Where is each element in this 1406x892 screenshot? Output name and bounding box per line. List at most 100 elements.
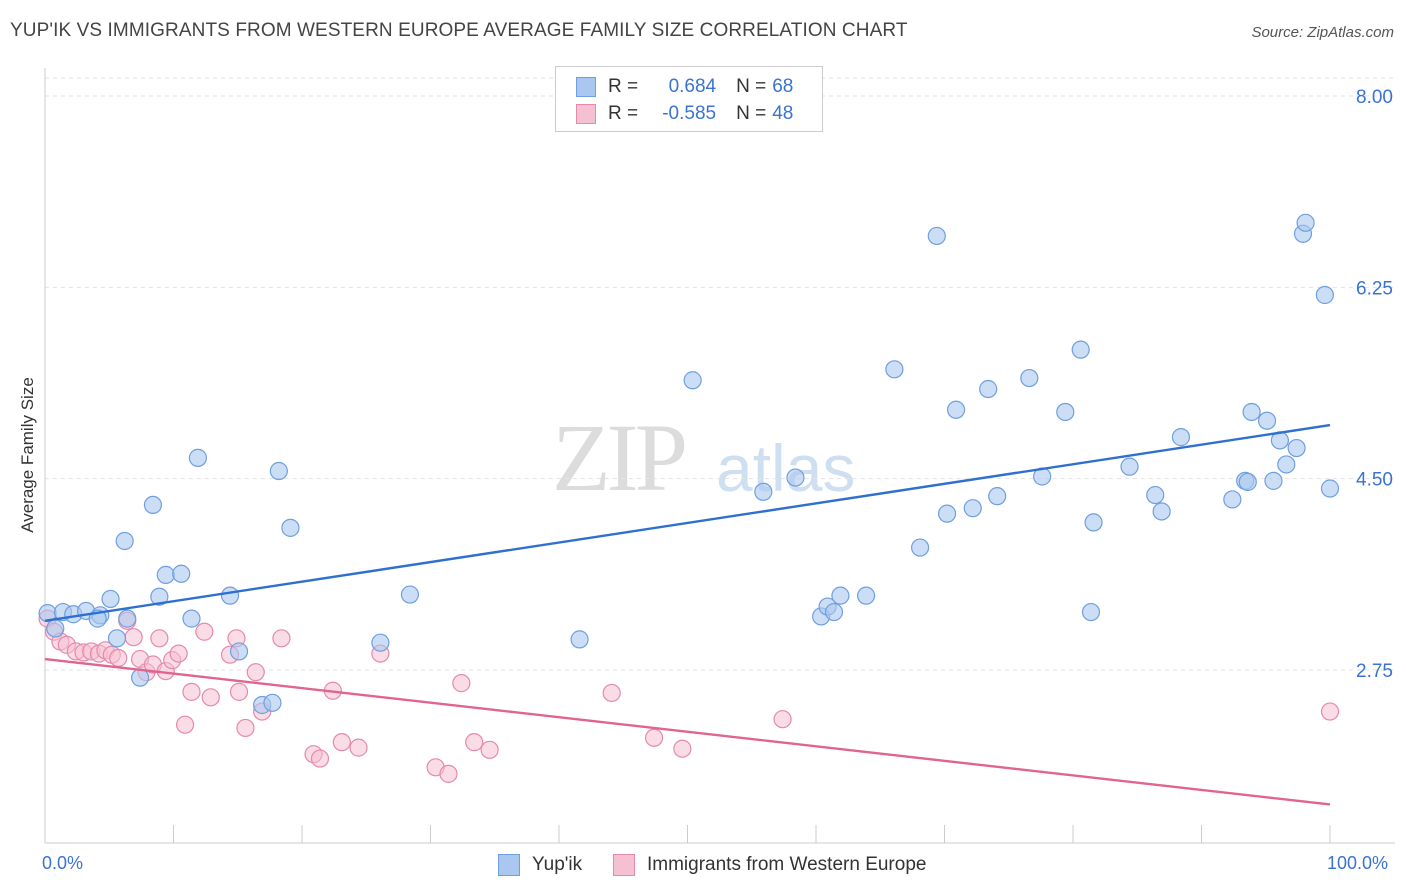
- series-name-yupik: Yup'ik: [532, 854, 583, 875]
- data-point-western-europe: [236, 718, 255, 738]
- y-tick-label: 8.00: [1356, 87, 1393, 108]
- data-point-yupik: [1084, 513, 1103, 532]
- data-point-western-europe: [452, 674, 471, 693]
- data-point-western-europe: [332, 733, 351, 752]
- data-point-yupik: [1315, 285, 1334, 305]
- data-point-yupik: [143, 495, 163, 515]
- legend-r-value: -0.585: [662, 103, 717, 124]
- correlation-legend: R = 0.684 N = 68 R = -0.585 N = 48: [555, 66, 823, 132]
- data-point-western-europe: [150, 629, 169, 648]
- data-point-yupik: [824, 602, 844, 622]
- data-point-yupik: [831, 586, 850, 605]
- data-point-western-europe: [246, 663, 265, 682]
- data-point-western-europe: [602, 683, 621, 703]
- legend-n-label: N =: [736, 103, 767, 124]
- data-point-yupik: [263, 693, 282, 712]
- data-point-yupik: [1296, 213, 1315, 232]
- data-point-yupik: [1071, 340, 1090, 359]
- data-point-yupik: [1152, 502, 1171, 521]
- data-point-yupik: [118, 609, 137, 628]
- data-point-western-europe: [439, 764, 458, 783]
- data-point-yupik: [46, 619, 65, 638]
- data-point-yupik: [963, 499, 982, 518]
- data-point-yupik: [979, 379, 998, 399]
- data-point-yupik: [1223, 490, 1242, 509]
- data-point-yupik: [182, 609, 201, 628]
- data-point-western-europe: [272, 629, 291, 648]
- y-tick-label: 2.75: [1356, 661, 1393, 682]
- data-point-western-europe: [182, 682, 201, 701]
- legend-r-value: 0.684: [668, 76, 717, 97]
- y-tick-labels: 2.75 4.50 6.25 8.00: [1356, 87, 1393, 682]
- data-point-yupik: [115, 531, 134, 551]
- data-point-yupik: [1171, 428, 1191, 447]
- legend-n-value: 68: [772, 76, 794, 97]
- legend-swatch-pink: [576, 104, 596, 124]
- data-point-western-europe: [673, 739, 692, 758]
- y-axis-label: Average Family Size: [18, 377, 37, 533]
- data-point-western-europe: [644, 728, 664, 747]
- data-point-yupik: [220, 586, 240, 605]
- data-point-western-europe: [109, 648, 128, 668]
- trend-lines: [44, 423, 1331, 806]
- data-point-yupik: [927, 226, 946, 246]
- data-point-yupik: [156, 565, 175, 584]
- x-tick-label-max: 100.0%: [1327, 853, 1389, 873]
- data-point-yupik: [946, 400, 966, 419]
- data-point-yupik: [1277, 455, 1296, 474]
- watermark-zip: ZIP: [552, 404, 688, 511]
- data-point-western-europe: [195, 622, 214, 641]
- data-point-western-europe: [1320, 702, 1340, 721]
- data-point-yupik: [107, 629, 127, 648]
- data-point-yupik: [910, 538, 930, 557]
- trend-line-western-europe: [44, 657, 1331, 806]
- data-point-yupik: [683, 371, 702, 390]
- data-point-yupik: [1020, 368, 1039, 388]
- data-point-western-europe: [124, 628, 143, 647]
- legend-r-label: R =: [608, 103, 639, 124]
- legend-swatch-pink: [613, 854, 635, 876]
- data-point-western-europe: [229, 682, 249, 701]
- data-point-western-europe: [349, 738, 368, 757]
- series-western-europe-points: [38, 609, 1340, 783]
- data-point-yupik: [269, 461, 288, 481]
- data-point-yupik: [1242, 402, 1261, 422]
- data-point-yupik: [1056, 402, 1075, 422]
- trend-line-yupik: [44, 423, 1331, 622]
- data-point-western-europe: [465, 733, 484, 752]
- data-point-yupik: [1257, 411, 1277, 430]
- data-point-yupik: [885, 360, 904, 379]
- data-point-yupik: [1320, 479, 1340, 498]
- watermark-atlas: atlas: [716, 431, 856, 505]
- legend-row-yupik: R = 0.684 N = 68: [576, 73, 793, 101]
- legend-swatch-blue: [498, 854, 520, 876]
- legend-n-label: N =: [736, 76, 767, 97]
- data-point-yupik: [1287, 438, 1306, 458]
- axis-ticks: [44, 825, 1331, 843]
- data-point-western-europe: [175, 715, 195, 734]
- data-point-yupik: [150, 587, 169, 606]
- axes: [44, 68, 1395, 844]
- data-point-yupik: [1238, 472, 1257, 492]
- data-point-yupik: [101, 589, 120, 609]
- series-legend-western-europe: Immigrants from Western Europe: [613, 852, 926, 878]
- y-tick-label: 4.50: [1356, 470, 1393, 491]
- data-point-western-europe: [310, 749, 330, 768]
- data-point-yupik: [1264, 471, 1283, 490]
- data-point-yupik: [1081, 602, 1101, 622]
- data-point-yupik: [371, 633, 390, 652]
- chart-title: YUP'IK VS IMMIGRANTS FROM WESTERN EUROPE…: [10, 20, 908, 41]
- data-point-yupik: [988, 487, 1007, 506]
- data-point-yupik: [1146, 485, 1165, 505]
- data-point-yupik: [281, 518, 300, 537]
- data-point-yupik: [229, 642, 249, 661]
- data-point-western-europe: [480, 740, 499, 759]
- y-tick-label: 6.25: [1356, 278, 1393, 299]
- data-point-yupik: [937, 504, 957, 523]
- legend-r-label: R =: [608, 76, 639, 97]
- legend-swatch-blue: [576, 77, 596, 97]
- data-point-yupik: [172, 564, 191, 583]
- x-tick-label-min: 0.0%: [42, 853, 84, 873]
- data-point-yupik: [1120, 457, 1139, 476]
